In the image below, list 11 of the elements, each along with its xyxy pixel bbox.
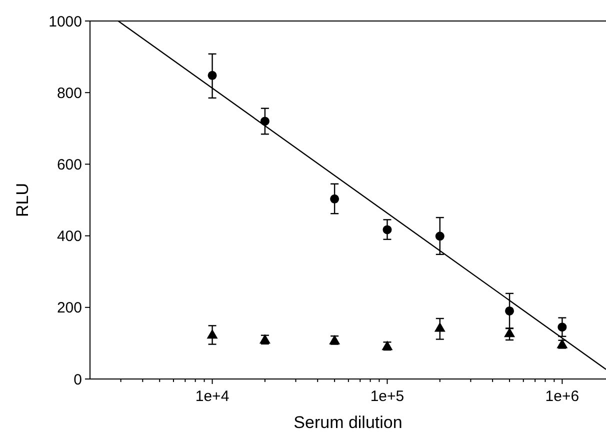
x-axis-title: Serum dilution bbox=[294, 413, 402, 432]
y-tick-label: 1000 bbox=[48, 13, 82, 30]
y-tick-label: 200 bbox=[56, 300, 82, 317]
x-tick-label: 1e+4 bbox=[195, 388, 230, 405]
y-tick-label: 800 bbox=[56, 84, 82, 102]
y-tick-label: 0 bbox=[74, 371, 82, 388]
y-tick-label: 400 bbox=[56, 228, 82, 246]
x-tick-label: 1e+6 bbox=[545, 388, 580, 405]
y-tick-label: 600 bbox=[56, 156, 82, 174]
y-axis-title: RLU bbox=[13, 182, 32, 218]
x-tick-label: 1e+5 bbox=[370, 388, 404, 405]
